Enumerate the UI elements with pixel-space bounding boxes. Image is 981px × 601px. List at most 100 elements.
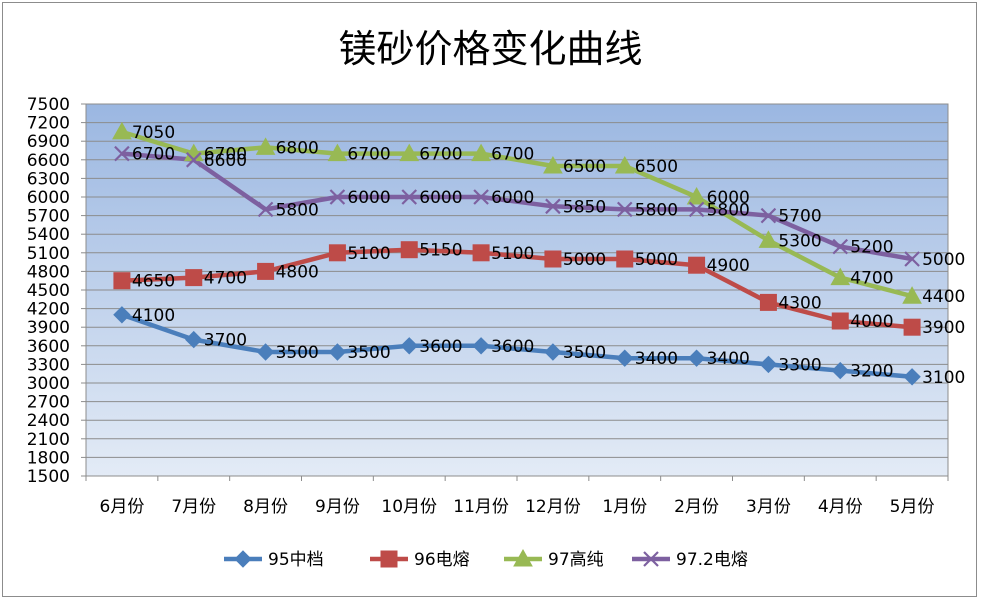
data-label: 4700: [204, 269, 247, 289]
y-tick-label: 3300: [27, 355, 70, 375]
data-point-marker: [255, 137, 276, 155]
data-label: 3500: [347, 343, 390, 363]
legend-label: 97高纯: [548, 550, 604, 570]
series-markers: [112, 121, 922, 386]
data-label: 5000: [635, 250, 678, 270]
data-label: 6000: [707, 188, 750, 208]
data-label: 6700: [419, 145, 462, 165]
legend-label: 95中档: [268, 550, 324, 570]
series-line: [121, 151, 913, 262]
data-point-marker: [831, 312, 849, 330]
data-point-marker: [472, 244, 490, 262]
series-line: [121, 247, 913, 330]
x-tick-label: 2月份: [674, 497, 719, 517]
data-point-marker: [759, 293, 777, 311]
data-point-marker: [112, 121, 132, 140]
data-point-marker: [688, 256, 706, 274]
y-tick-label: 7200: [27, 114, 70, 134]
data-label: 5000: [922, 250, 965, 270]
data-label: 4900: [707, 256, 750, 276]
data-label: 6600: [204, 151, 247, 171]
data-point-marker: [616, 201, 633, 218]
data-label: 3700: [204, 331, 247, 351]
data-point-marker: [114, 145, 130, 162]
data-label: 5700: [778, 207, 821, 227]
data-point-marker: [399, 143, 420, 162]
data-label: 3100: [922, 368, 965, 388]
data-point-marker: [257, 262, 275, 280]
data-label: 4400: [922, 287, 965, 307]
data-point-marker: [830, 267, 851, 286]
data-label: 6700: [491, 145, 534, 165]
x-tick-label: 1月份: [602, 497, 647, 517]
data-label: 3400: [707, 349, 750, 369]
data-label: 5100: [347, 244, 390, 264]
legend: 95中档 96电熔 97高纯 97.2电熔: [224, 548, 748, 570]
y-tick-label: 7500: [27, 95, 70, 115]
data-point-marker: [687, 349, 706, 367]
series-line: [121, 129, 913, 299]
x-tick-label: 3月份: [746, 497, 791, 517]
data-point-marker: [616, 349, 634, 367]
data-point-marker: [688, 201, 705, 218]
x-tick-label: 6月份: [100, 497, 145, 517]
data-point-marker: [543, 155, 563, 174]
y-tick-label: 2100: [27, 430, 70, 450]
y-tick-label: 4800: [27, 262, 70, 282]
data-point-marker: [686, 186, 707, 205]
data-label: 5800: [635, 200, 678, 220]
data-label: 6000: [347, 188, 390, 208]
x-tick-label: 8月份: [243, 497, 288, 517]
data-point-marker: [329, 189, 346, 205]
data-label: 6700: [347, 145, 390, 165]
data-label: 4100: [132, 306, 175, 326]
data-point-marker: [328, 343, 347, 361]
y-tick-label: 5100: [27, 244, 70, 264]
gridlines: [86, 103, 948, 458]
series-line: [121, 312, 913, 380]
data-point-marker: [616, 250, 634, 268]
y-tick-label: 4200: [27, 300, 70, 320]
data-point-marker: [185, 269, 203, 287]
data-label: 5800: [276, 200, 319, 220]
data-label: 6700: [132, 145, 175, 165]
y-tick-label: 2700: [27, 393, 70, 413]
data-point-marker: [400, 241, 418, 259]
data-label: 3300: [778, 355, 821, 375]
data-point-marker: [327, 143, 348, 162]
data-point-marker: [473, 189, 489, 205]
data-point-marker: [903, 318, 921, 336]
data-label: 5800: [707, 200, 750, 220]
x-tick-label: 10月份: [381, 497, 437, 517]
y-tick-label: 6600: [27, 151, 70, 171]
data-label: 4000: [850, 312, 893, 332]
y-tick-label: 1500: [27, 467, 70, 487]
x-tick-label: 9月份: [315, 497, 360, 517]
data-label: 5000: [563, 250, 606, 270]
data-point-marker: [185, 330, 203, 349]
data-point-marker: [513, 548, 533, 567]
data-point-marker: [400, 337, 418, 355]
legend-label: 96电熔: [414, 550, 470, 570]
data-label: 6800: [276, 138, 319, 158]
data-label: 3600: [491, 337, 534, 357]
data-point-marker: [185, 152, 202, 168]
data-label: 6000: [491, 188, 534, 208]
data-point-marker: [544, 250, 562, 268]
y-tick-label: 3900: [27, 318, 70, 338]
data-point-marker: [902, 286, 922, 304]
data-label: 3400: [635, 349, 678, 369]
data-label: 3500: [276, 343, 319, 363]
data-label: 5150: [419, 241, 462, 261]
y-tick-label: 4500: [27, 281, 70, 301]
data-point-marker: [831, 361, 849, 380]
data-label: 3200: [850, 362, 893, 382]
legend-label: 97.2电熔: [676, 550, 748, 570]
series-lines: [121, 129, 913, 380]
y-tick-label: 6900: [27, 132, 70, 152]
data-point-marker: [472, 337, 490, 355]
y-tick-label: 1800: [27, 448, 70, 468]
data-label: 5850: [563, 197, 606, 217]
data-label: 6700: [204, 145, 247, 165]
data-label: 4700: [850, 269, 893, 289]
